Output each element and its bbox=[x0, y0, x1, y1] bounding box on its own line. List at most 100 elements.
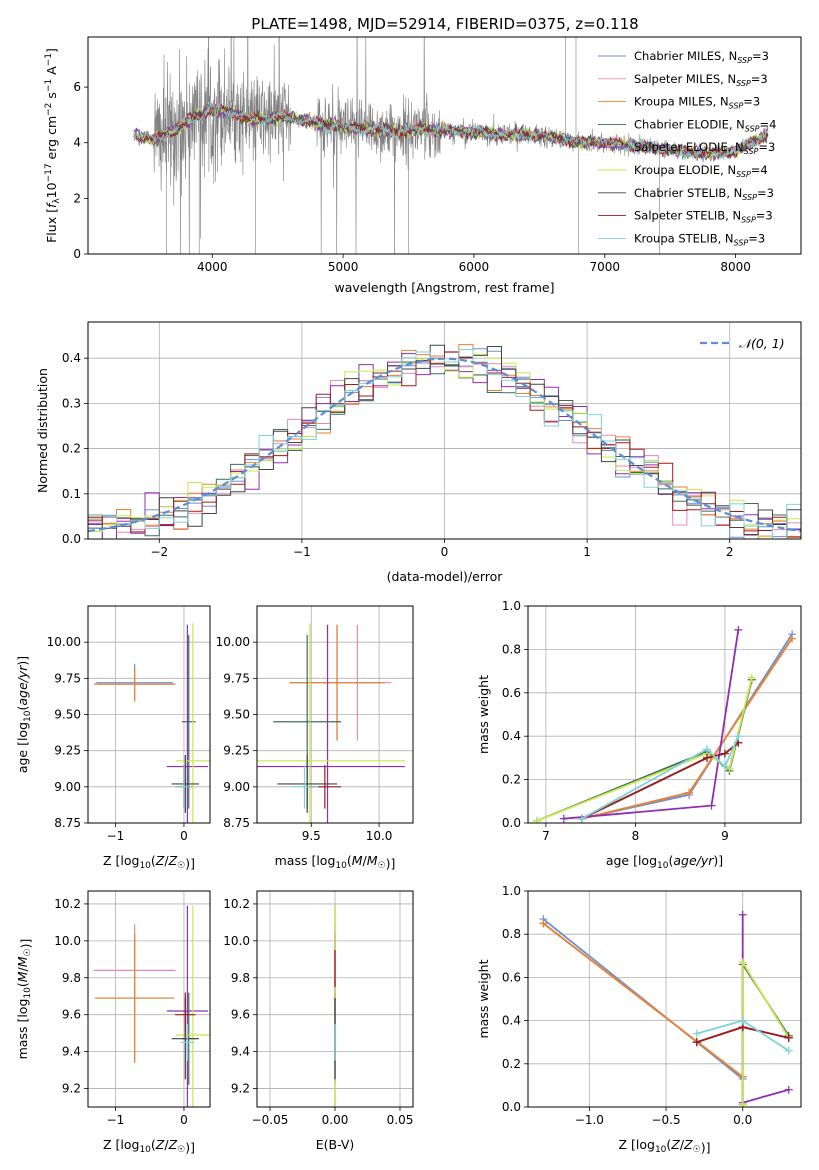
x-tick-label: −1 bbox=[107, 1113, 125, 1127]
x-tick-label: 8 bbox=[632, 829, 640, 843]
legend-entry: Chabrier ELODIE, NSSP=4 bbox=[634, 117, 776, 133]
y-tick-label: 9.25 bbox=[223, 744, 250, 758]
y-tick-label: 0.0 bbox=[502, 816, 521, 830]
x-tick-label: 0.05 bbox=[387, 1113, 414, 1127]
y-tick-label: 2 bbox=[73, 191, 81, 205]
x-tick-label: 1 bbox=[583, 545, 591, 559]
legend-entry: Salpeter STELIB, NSSP=3 bbox=[634, 209, 773, 225]
y-tick-label: 9.4 bbox=[62, 1045, 81, 1059]
weight_vs_Z-plot-area bbox=[539, 910, 793, 1107]
axis-label: mass [log10(M/M☉)] bbox=[275, 853, 396, 871]
x-tick-label: 0 bbox=[441, 545, 449, 559]
y-tick-label: 9.8 bbox=[231, 971, 250, 985]
age_vs_Z-plot-area bbox=[93, 623, 210, 823]
y-tick-label: 10.2 bbox=[54, 897, 81, 911]
weight-series-line bbox=[581, 735, 740, 820]
weight-point-marker bbox=[539, 919, 548, 928]
axes-frame bbox=[256, 605, 414, 824]
weight-point-marker bbox=[720, 762, 729, 771]
y-tick-label: 10.00 bbox=[47, 635, 81, 649]
weight-point-marker bbox=[707, 801, 716, 810]
weight-series-line bbox=[741, 914, 789, 1104]
weight-point-marker bbox=[559, 814, 568, 823]
y-tick-label: 0.2 bbox=[502, 1057, 521, 1071]
legend-entry: Kroupa MILES, NSSP=3 bbox=[634, 95, 760, 111]
x-tick-label: −0.05 bbox=[252, 1113, 289, 1127]
page-title: PLATE=1498, MJD=52914, FIBERID=0375, z=0… bbox=[251, 15, 638, 33]
axis-label: Z [log10(Z/Z☉)] bbox=[103, 1137, 195, 1155]
y-tick-label: 0.3 bbox=[62, 396, 81, 410]
legend-entry: Salpeter MILES, NSSP=3 bbox=[634, 72, 768, 88]
y-tick-label: 9.6 bbox=[231, 1008, 250, 1022]
y-tick-label: 8.75 bbox=[223, 816, 250, 830]
x-tick-label: 9.5 bbox=[302, 829, 321, 843]
weight-point-marker bbox=[784, 1085, 793, 1094]
x-tick-label: 10.0 bbox=[366, 829, 393, 843]
x-axis-label: wavelength [Angstrom, rest frame] bbox=[334, 280, 554, 295]
weight-series-line bbox=[581, 742, 739, 820]
weight-series-line bbox=[542, 922, 744, 1078]
weight-point-marker bbox=[738, 910, 747, 919]
weight-series-line bbox=[741, 959, 790, 1105]
mass_vs_ebv-panel: −0.05 0.00 0.05 9.2 9.4 9.6 9.8 10.0 10.2 E(B-V) bbox=[223, 890, 414, 1152]
weight-point-marker bbox=[720, 749, 729, 758]
y-tick-label: 0.0 bbox=[502, 1100, 521, 1114]
legend-entry: 𝒩(0, 1) bbox=[739, 336, 785, 351]
y-tick-label: 0.4 bbox=[62, 351, 81, 365]
weight_vs_age-plot-area bbox=[532, 625, 797, 823]
legend-entry: Salpeter ELODIE, NSSP=3 bbox=[634, 140, 775, 156]
y-tick-label: 0.2 bbox=[62, 442, 81, 456]
y-tick-label: 9.25 bbox=[54, 744, 81, 758]
x-tick-label: −1 bbox=[293, 545, 311, 559]
legend-entry: Chabrier MILES, NSSP=3 bbox=[634, 49, 769, 65]
x-tick-label: 0.00 bbox=[322, 1113, 349, 1127]
x-tick-label: 0 bbox=[180, 1113, 188, 1127]
age_vs_mass-plot-area bbox=[257, 623, 405, 823]
model-spectrum-line bbox=[133, 103, 769, 161]
y-tick-label: 0.1 bbox=[62, 487, 81, 501]
y-tick-label: 9.50 bbox=[54, 708, 81, 722]
weight-series-line bbox=[741, 961, 790, 1105]
x-tick-label: 7000 bbox=[589, 260, 620, 274]
y-tick-label: 9.50 bbox=[223, 708, 250, 722]
y-tick-label: 0.4 bbox=[502, 729, 521, 743]
residual-histogram bbox=[88, 349, 801, 539]
y-tick-label: 4 bbox=[73, 136, 81, 150]
weight-point-marker bbox=[532, 816, 541, 823]
weight-point-marker bbox=[788, 634, 797, 643]
axis-label: Z [log10(Z/Z☉)] bbox=[618, 1137, 710, 1155]
y-axis-label: mass weight bbox=[476, 675, 491, 754]
x-axis-label: (data-model)/error bbox=[387, 569, 504, 584]
weight-point-marker bbox=[747, 673, 756, 682]
residuals-panel: −2 −1 0 1 2 0.0 0.1 0.2 0.3 0.4 (data-model)/error… bbox=[35, 321, 802, 584]
weight-point-marker bbox=[734, 732, 743, 741]
y-tick-label: 1.0 bbox=[502, 884, 521, 898]
mass_vs_Z-panel: −1 0 9.2 9.4 9.6 9.8 10.0 10.2 Z [log10(Z/Z☉)] ma… bbox=[15, 890, 211, 1155]
x-axis-label: E(B-V) bbox=[316, 1137, 355, 1152]
weight-point-marker bbox=[784, 1033, 793, 1042]
axis-label: mass [log10(M/M☉)] bbox=[15, 939, 33, 1060]
weight-point-marker bbox=[725, 764, 734, 773]
age_vs_Z-panel: −1 0 8.75 9.00 9.25 9.50 9.75 10.00 Z [log10(Z/Z… bbox=[15, 605, 211, 871]
x-tick-label: 8000 bbox=[720, 260, 751, 274]
y-tick-label: 1.0 bbox=[502, 599, 521, 613]
weight-point-marker bbox=[685, 788, 694, 797]
x-tick-label: −2 bbox=[150, 545, 168, 559]
y-tick-label: 10.2 bbox=[223, 897, 250, 911]
y-tick-label: 0.6 bbox=[502, 686, 521, 700]
y-tick-label: 0.4 bbox=[502, 1014, 521, 1028]
axes-frame bbox=[527, 605, 802, 824]
spectrum-panel: 4000 5000 6000 7000 8000 0 2 4 6 wavelength [Angs… bbox=[44, 36, 802, 295]
weight-point-marker bbox=[692, 1038, 701, 1047]
x-tick-label: 0 bbox=[180, 829, 188, 843]
observed-spectrum-line bbox=[133, 37, 769, 254]
x-tick-label: 9 bbox=[721, 829, 729, 843]
axis-label: Z [log10(Z/Z☉)] bbox=[103, 853, 195, 871]
y-tick-label: 6 bbox=[73, 80, 81, 94]
weight-point-marker bbox=[703, 753, 712, 762]
y-tick-label: 10.0 bbox=[223, 934, 250, 948]
legend-entry: Kroupa STELIB, NSSP=3 bbox=[634, 231, 765, 247]
age_vs_mass-panel: 9.5 10.0 8.75 9.00 9.25 9.50 9.75 10.00 mass [lo… bbox=[216, 605, 414, 871]
x-tick-label: 0.0 bbox=[733, 1113, 752, 1127]
x-tick-label: 6000 bbox=[459, 260, 490, 274]
